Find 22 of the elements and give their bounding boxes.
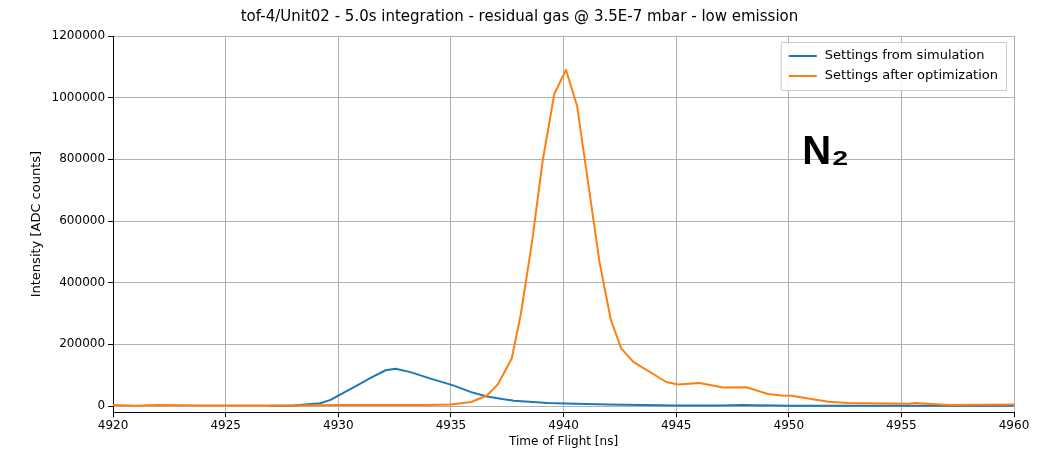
y-tick-label: 1200000 — [51, 28, 106, 43]
x-tick-label: 4935 — [435, 417, 467, 432]
x-tick-label: 4940 — [548, 417, 579, 432]
x-tick-label: 4945 — [660, 417, 692, 432]
chart-title: tof-4/Unit02 - 5.0s integration - residual gas @ 3.5E-7 mbar - low emission — [240, 6, 799, 25]
x-tick-label: 4950 — [773, 417, 805, 432]
x-axis-title: Time of Flight [ns] — [507, 433, 619, 448]
x-tick-label: 4955 — [886, 417, 917, 432]
y-tick-label: 800000 — [59, 151, 106, 166]
y-tick-label: 400000 — [59, 274, 106, 289]
annotation: N₂ — [802, 127, 849, 172]
x-tick-label: 4925 — [210, 417, 241, 432]
x-tick-label: 4920 — [97, 417, 129, 432]
legend-label: Settings from simulation — [824, 47, 985, 63]
legend-label: Settings after optimization — [824, 67, 999, 83]
x-tick-label: 4960 — [998, 417, 1030, 432]
y-tick-label: 200000 — [59, 336, 106, 351]
y-tick-label: 1000000 — [51, 89, 106, 104]
y-tick-label: 600000 — [59, 213, 106, 228]
x-tick-label: 4930 — [323, 417, 354, 432]
y-tick-label: 0 — [97, 398, 106, 413]
y-axis-title: Intensity [ADC counts] — [28, 150, 44, 298]
